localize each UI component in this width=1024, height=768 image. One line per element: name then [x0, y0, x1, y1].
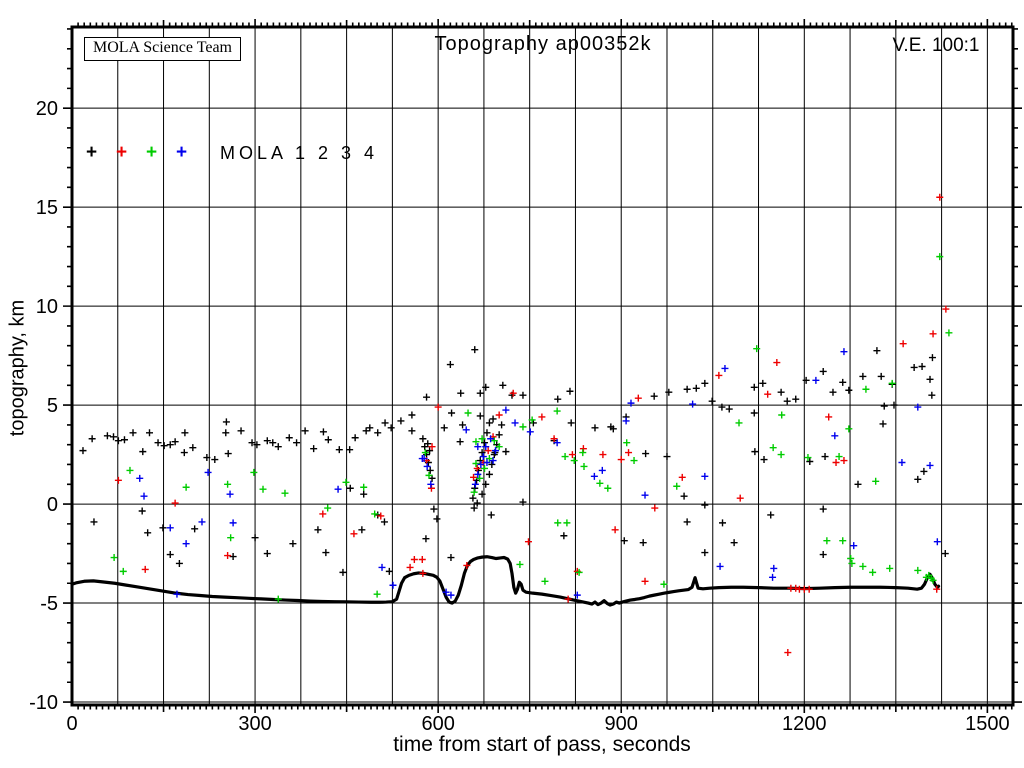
series-ground-track-profile — [70, 555, 941, 607]
y-tick-label: 20 — [36, 98, 58, 120]
x-tick-label: 0 — [66, 713, 77, 735]
x-tick-label: 900 — [605, 713, 638, 735]
legend-marker-mola-1: + — [86, 142, 98, 163]
y-tick-label: -10 — [29, 692, 58, 714]
plot-title: Topography ap00352k — [434, 33, 652, 55]
series-mola-2 — [114, 193, 950, 657]
legend-marker-mola-4: + — [176, 142, 188, 163]
y-tick-label: -5 — [40, 593, 58, 615]
series-mola-3 — [110, 253, 953, 603]
y-tick-labels: -10 -5 0 5 10 15 20 — [29, 98, 58, 714]
vertical-exaggeration-label: V.E. 100:1 — [892, 35, 980, 56]
x-tick-label: 300 — [238, 713, 271, 735]
legend: + + + + MOLA 1 2 3 4 — [86, 142, 378, 164]
series-mola-1 — [79, 346, 949, 576]
team-credit-text: MOLA Science Team — [93, 39, 232, 56]
x-tick-label: 1500 — [965, 713, 1010, 735]
axis-ticks — [63, 19, 1022, 713]
gridlines — [72, 27, 1013, 705]
legend-label: MOLA 1 2 3 4 — [220, 142, 379, 163]
x-tick-label: 600 — [421, 713, 454, 735]
x-tick-label: 1200 — [782, 713, 827, 735]
y-tick-label: 5 — [47, 395, 58, 417]
series-mola-4 — [136, 348, 941, 599]
y-axis-label: topography, km — [6, 299, 29, 437]
legend-marker-mola-3: + — [146, 142, 158, 163]
x-axis-label: time from start of pass, seconds — [393, 733, 691, 756]
y-tick-label: 10 — [36, 296, 58, 318]
x-tick-labels: 0 300 600 900 1200 1500 — [66, 713, 1009, 735]
legend-marker-mola-2: + — [116, 142, 128, 163]
y-tick-label: 15 — [36, 197, 58, 219]
plot-frame — [70, 25, 1015, 707]
team-credit-box: MOLA Science Team — [84, 37, 241, 61]
y-tick-label: 0 — [47, 494, 58, 516]
